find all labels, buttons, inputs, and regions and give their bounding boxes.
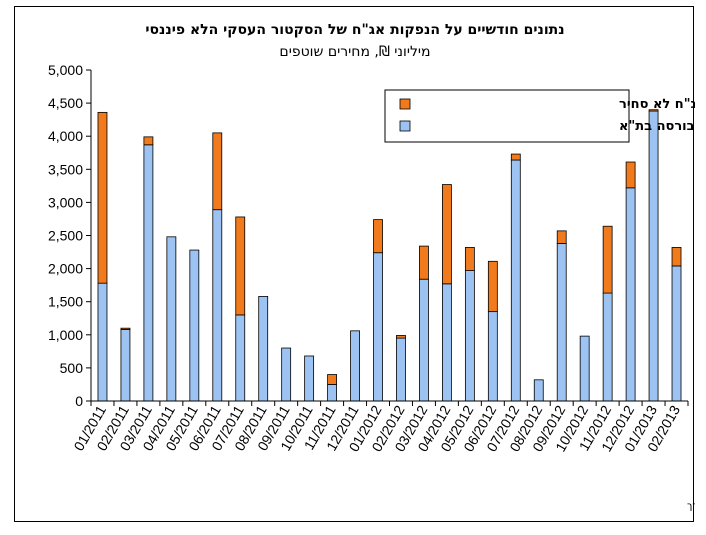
bar-listed-01/2012 [373,252,383,402]
chart-subtitle: מיליוני ₪, מחירים שוטפים [279,44,430,60]
bar-listed-05/2011 [189,249,200,402]
chart-title: נתונים חודשיים על הנפקות אג"ח של הסקטור … [145,22,564,38]
bar-unlisted-09/2012 [556,230,567,244]
bar-listed-05/2012 [464,270,475,402]
bar-listed-06/2012 [487,311,498,402]
y-tick-label: 0 [75,393,83,409]
bar-listed-02/2013 [671,265,682,402]
y-tick-label: 2,000 [48,261,83,277]
bar-unlisted-11/2011 [327,374,338,385]
bar-unlisted-02/2012 [396,335,406,339]
bar-listed-04/2012 [441,283,452,402]
bar-listed-01/2013 [648,110,659,402]
chart-svg: נתונים חודשיים על הנפקות אג"ח של הסקטור … [48,22,695,512]
y-tick-label: 500 [60,360,84,376]
bar-unlisted-01/2012 [373,219,383,254]
bar-unlisted-12/2012 [625,161,636,189]
y-ticks-group: 0 500 1,000 1,500 2,000 2,500 3,000 3,500 4,000 4… [48,62,91,409]
legend-label-unlisted: הנפקות אג"ח לא סחיר [619,97,695,112]
legend: הנפקות אג"ח לא סחיר הנפקות אג"ח סחיר בבו… [384,89,695,143]
y-tick-label: 4,000 [48,128,83,144]
bar-listed-12/2011 [350,330,360,402]
legend-label-listed: הנפקות אג"ח סחיר בבורסה בת"א [619,119,695,134]
bar-listed-11/2011 [327,384,338,402]
bar-unlisted-05/2012 [464,247,475,271]
bar-listed-03/2011 [143,144,154,402]
bar-unlisted-03/2011 [143,136,154,146]
y-tick-label: 1,000 [48,327,83,343]
bar-unlisted-03/2012 [419,245,429,280]
x-ticks-group: 01/201102/201103/201104/201105/201106/20… [70,401,689,454]
bar-listed-10/2011 [304,355,315,402]
bar-unlisted-06/2012 [487,260,498,313]
bar-unlisted-07/2011 [235,216,246,316]
bar-unlisted-11/2012 [602,225,613,294]
bar-listed-08/2011 [258,295,269,402]
bar-listed-04/2011 [166,236,177,402]
y-tick-label: 5,000 [48,62,83,78]
bar-listed-07/2011 [235,314,246,402]
bar-unlisted-04/2012 [441,184,452,285]
bar-unlisted-01/2013 [648,109,659,112]
bar-unlisted-02/2013 [671,247,682,267]
y-tick-label: 4,500 [48,95,83,111]
bar-listed-06/2011 [212,209,223,402]
bar-unlisted-06/2011 [212,132,223,211]
y-tick-label: 3,000 [48,194,83,210]
bar-listed-09/2012 [556,243,567,402]
bar-listed-11/2012 [602,292,613,402]
y-tick-label: 3,500 [48,161,83,177]
legend-swatch-unlisted [399,98,411,110]
bar-listed-02/2012 [396,337,406,402]
bar-listed-07/2012 [510,159,521,402]
bars-group [97,109,682,402]
chart-frame: נתונים חודשיים על הנפקות אג"ח של הסקטור … [14,6,695,522]
y-tick-label: 1,500 [48,294,83,310]
bar-listed-03/2012 [419,278,429,402]
bar-listed-09/2011 [281,347,292,402]
bar-listed-10/2012 [579,335,590,402]
bar-unlisted-07/2012 [510,153,521,161]
bar-unlisted-02/2011 [120,327,131,330]
legend-swatch-listed [399,120,411,132]
y-tick-label: 2,500 [48,228,83,244]
bar-listed-12/2012 [625,187,636,402]
bar-listed-02/2011 [120,329,131,402]
bar-unlisted-01/2011 [97,111,108,284]
bar-listed-01/2011 [97,282,108,402]
legend-box [384,89,630,143]
bar-listed-08/2012 [533,379,544,402]
chart-source: מקור נתוני אג"ח סחיר - הבורסה לניירות ער… [687,501,695,512]
